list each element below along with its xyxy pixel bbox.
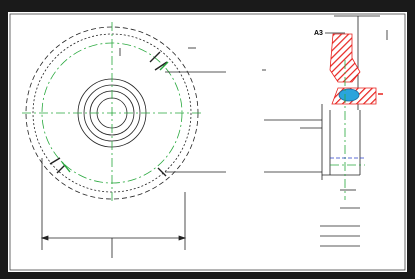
section-label: A3	[314, 30, 323, 37]
frame	[0, 0, 415, 279]
line-work	[339, 89, 359, 101]
page: A3 (() => { const data = JSON.parse(docu…	[0, 0, 415, 279]
drawing: A3	[0, 0, 415, 279]
